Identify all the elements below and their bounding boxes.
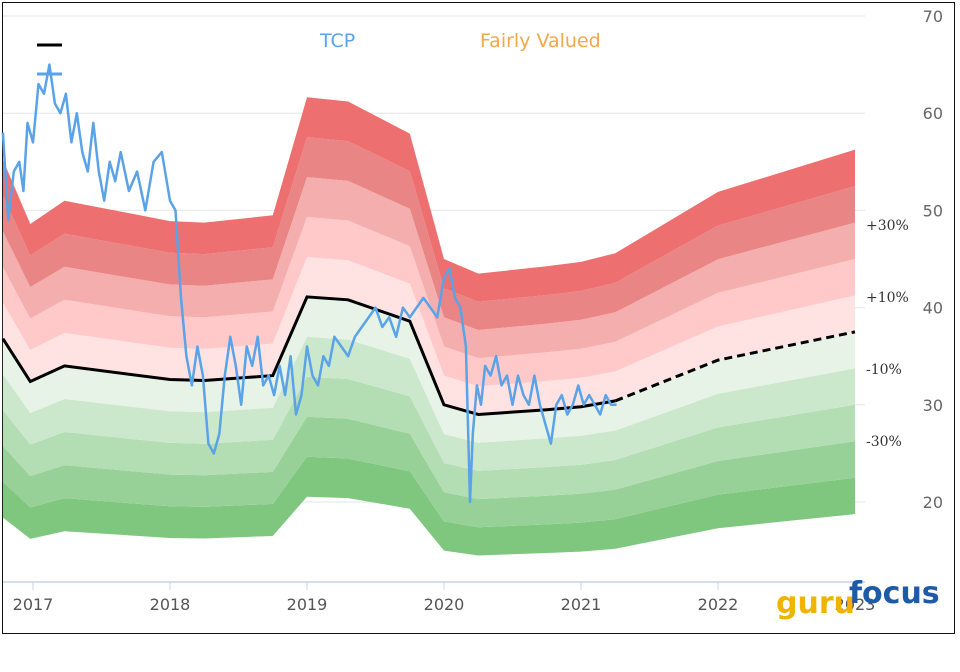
- valuation-band: [2, 137, 855, 330]
- logo-focus-text: focus: [849, 576, 940, 611]
- band-label: -10%: [866, 362, 902, 378]
- x-tick-label: 2023: [835, 595, 876, 614]
- valuation-band: [2, 177, 855, 359]
- valuation-band: [2, 456, 855, 556]
- x-tick-label: 2018: [150, 595, 191, 614]
- x-tick-label: 2021: [561, 595, 602, 614]
- fair-value-projection: [614, 330, 856, 403]
- valuation-band: [2, 416, 855, 528]
- band-label: +10%: [866, 290, 909, 306]
- valuation-band: [2, 336, 855, 471]
- valuation-band: [2, 97, 855, 302]
- band-label: +30%: [866, 218, 909, 234]
- valuation-band: [2, 217, 855, 387]
- legend-fair-label[interactable]: Fairly Valued: [480, 30, 601, 52]
- valuation-band: [2, 376, 855, 500]
- y-tick-label: 50: [923, 201, 943, 220]
- x-tick-label: 2020: [424, 595, 465, 614]
- gurufocus-logo: guru focus: [776, 576, 940, 621]
- y-tick-label: 20: [923, 493, 943, 512]
- logo-guru-text: guru: [776, 586, 855, 621]
- axes: 2017 2018 2019 2020 2021 2022 2023 20 30 40 50 60 70: [3, 7, 943, 614]
- legend-tcp-label[interactable]: TCP: [319, 30, 355, 52]
- band-label: -30%: [866, 434, 902, 450]
- x-tick-label: 2019: [287, 595, 328, 614]
- y-tick-label: 70: [923, 7, 943, 26]
- y-tick-label: 60: [923, 104, 943, 123]
- legend: TCP Fairly Valued: [37, 30, 601, 76]
- valuation-band: [2, 257, 855, 415]
- band-labels: +30% +10% -10% -30%: [866, 218, 909, 450]
- x-tick-label: 2017: [13, 595, 54, 614]
- fair-value-line: [1, 295, 616, 417]
- valuation-bands: [2, 97, 855, 556]
- series-lines: [1, 63, 856, 504]
- y-tick-label: 30: [923, 396, 943, 415]
- x-tick-label: 2022: [698, 595, 739, 614]
- tcp-price-line: [1, 63, 617, 504]
- y-tick-label: 40: [923, 299, 943, 318]
